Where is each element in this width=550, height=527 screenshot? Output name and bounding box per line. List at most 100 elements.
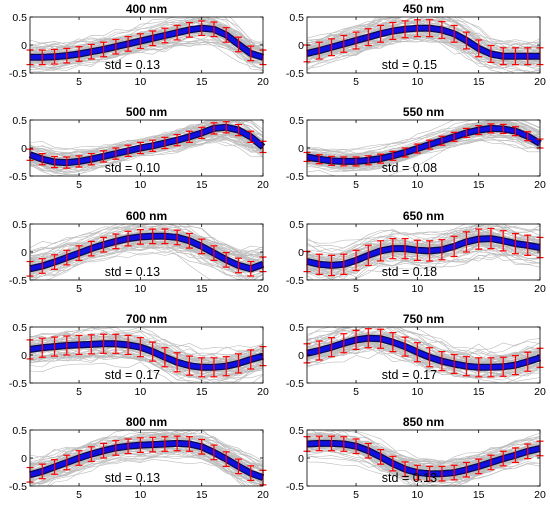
error-bar xyxy=(377,240,385,262)
error-bar xyxy=(210,21,218,38)
mean-line xyxy=(306,335,541,370)
background-curve xyxy=(307,348,540,377)
x-tick-label: 5 xyxy=(353,489,359,501)
error-bar xyxy=(247,130,255,143)
error-bar xyxy=(247,260,255,277)
error-bar xyxy=(499,450,507,467)
mean-line xyxy=(29,441,264,480)
error-bar xyxy=(450,24,458,43)
error-bar xyxy=(328,38,336,57)
error-bar xyxy=(63,249,71,266)
y-tick-label: 0 xyxy=(21,143,27,155)
error-bar xyxy=(247,465,255,481)
x-tick-label: 15 xyxy=(196,386,208,398)
x-tick-label: 10 xyxy=(135,179,147,191)
error-bar xyxy=(124,334,132,356)
mean-line xyxy=(306,25,540,59)
std-annotation: std = 0.13 xyxy=(105,58,160,72)
error-bar xyxy=(315,41,323,60)
error-bar xyxy=(328,435,336,452)
error-bar xyxy=(499,356,507,377)
error-bar xyxy=(198,238,206,255)
error-bar xyxy=(173,229,181,246)
error-bar xyxy=(315,435,323,452)
background-curve xyxy=(307,17,540,44)
error-bar xyxy=(173,435,181,452)
error-bar xyxy=(222,451,230,467)
error-bar xyxy=(475,458,483,475)
error-bar xyxy=(511,126,519,137)
panel-6: 700 nm 5 10 15 20 -0.5 0 0.5 std = 0.17 xyxy=(9,312,269,398)
error-bar xyxy=(210,122,218,135)
panel-2: 500 nm 5 10 15 20 -0.5 0 0.5 std = 0.10 xyxy=(9,105,269,191)
error-bar xyxy=(87,446,95,462)
y-tick-label: -0.5 xyxy=(9,68,27,80)
error-bar xyxy=(51,459,59,475)
error-bar xyxy=(524,351,532,372)
error-bar xyxy=(136,33,144,49)
error-bar xyxy=(377,328,385,349)
error-bar xyxy=(124,35,132,52)
std-annotation: std = 0.18 xyxy=(382,265,437,279)
error-bar xyxy=(364,328,372,349)
error-bar xyxy=(124,144,132,157)
panel-8: 800 nm 5 10 15 20 -0.5 0 0.5 std = 0.13 xyxy=(9,415,269,501)
x-tick-label: 15 xyxy=(473,76,485,88)
error-bar xyxy=(234,257,242,274)
background-curve xyxy=(307,38,540,67)
error-bar xyxy=(401,461,409,478)
error-bar xyxy=(100,150,108,163)
mean-line xyxy=(29,234,264,272)
x-tick-label: 20 xyxy=(534,76,546,88)
x-tick-label: 15 xyxy=(196,76,208,88)
error-bar xyxy=(389,332,397,353)
error-bar xyxy=(377,153,385,164)
error-bar xyxy=(438,135,446,146)
y-tick-label: -0.5 xyxy=(9,481,27,493)
mean-line xyxy=(30,25,264,60)
error-bar xyxy=(511,447,519,464)
background-curve xyxy=(307,327,540,364)
error-bar xyxy=(524,47,532,66)
x-tick-label: 10 xyxy=(135,386,147,398)
x-tick-label: 5 xyxy=(76,179,82,191)
background-curve xyxy=(307,224,540,252)
std-annotation: std = 0.17 xyxy=(105,368,160,382)
error-bar xyxy=(222,27,230,43)
error-bar xyxy=(38,463,46,480)
error-bar xyxy=(136,229,144,245)
panel-title: 650 nm xyxy=(403,209,444,223)
background-curve xyxy=(30,231,263,258)
background-curve xyxy=(30,18,263,51)
panel-title: 800 nm xyxy=(126,415,167,429)
y-tick-label: -0.5 xyxy=(286,275,304,287)
error-bar xyxy=(511,47,519,66)
error-bar xyxy=(185,130,193,143)
background-curve xyxy=(30,120,263,151)
x-tick-label: 5 xyxy=(76,386,82,398)
background-curve xyxy=(30,225,263,256)
error-bar xyxy=(38,153,46,166)
x-tick-label: 10 xyxy=(135,489,147,501)
y-tick-label: 0.5 xyxy=(289,425,304,437)
background-curve xyxy=(307,120,540,176)
error-bar xyxy=(173,352,181,373)
mean-line xyxy=(29,125,265,165)
panel-4: 600 nm 5 10 15 20 -0.5 0 0.5 std = 0.13 xyxy=(9,209,269,295)
x-tick-label: 15 xyxy=(473,283,485,295)
error-bar xyxy=(426,465,434,482)
error-bar xyxy=(87,334,95,355)
x-tick-label: 5 xyxy=(353,76,359,88)
error-bar xyxy=(328,254,336,277)
error-bar xyxy=(87,43,95,60)
error-bar xyxy=(364,244,372,267)
error-bar xyxy=(173,133,181,147)
x-tick-label: 15 xyxy=(473,386,485,398)
background-curve xyxy=(307,17,540,58)
error-bar xyxy=(340,34,348,53)
error-bar xyxy=(161,136,169,150)
error-bar xyxy=(149,228,157,245)
y-tick-label: 0 xyxy=(21,350,27,362)
error-bar xyxy=(185,22,193,38)
error-bar xyxy=(315,253,323,275)
